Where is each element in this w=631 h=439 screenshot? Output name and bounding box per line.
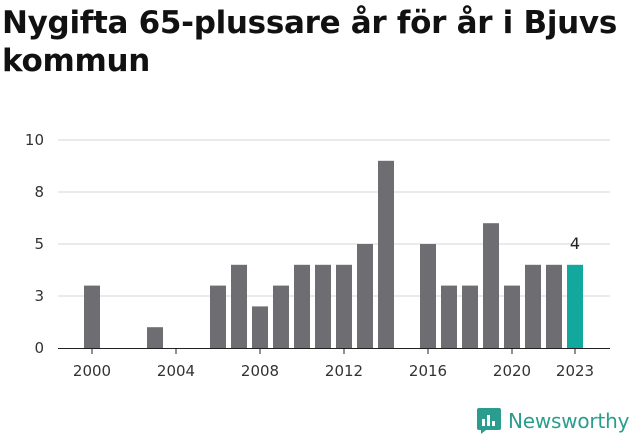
bar-2021 [525,264,541,348]
bar-2022 [546,264,562,348]
y-tick-label: 10 [25,131,44,149]
bar-2000 [84,285,100,348]
x-tick-label: 2023 [556,362,594,380]
bar-2010 [294,264,310,348]
x-tick-label: 2020 [493,362,531,380]
bar-2023 [567,264,583,348]
x-tick-label: 2004 [157,362,195,380]
bar-2013 [357,244,373,348]
y-tick-label: 3 [34,287,44,305]
y-tick-label: 5 [34,235,44,253]
y-tick-label: 0 [34,339,44,357]
bar-2019 [483,223,499,348]
x-tick-label: 2016 [409,362,447,380]
bar-2018 [462,285,478,348]
newsworthy-logo-icon [477,408,501,434]
bar-2003 [147,327,163,348]
chart-axis [58,348,610,354]
x-tick-label: 2000 [73,362,111,380]
bar-2020 [504,285,520,348]
data-label-2023: 4 [570,234,580,253]
chart-bars [84,160,583,348]
bar-2008 [252,306,268,348]
x-tick-label: 2008 [241,362,279,380]
x-tick-label: 2012 [325,362,363,380]
y-tick-label: 8 [34,183,44,201]
bar-2009 [273,285,289,348]
bar-2006 [210,285,226,348]
bar-2011 [315,264,331,348]
page-title: Nygifta 65-plussare år för år i Bjuvs ko… [2,5,617,79]
bar-2016 [420,244,436,348]
bar-2014 [378,160,394,348]
brand-logo[interactable]: Newsworthy [476,407,629,435]
bar-2007 [231,264,247,348]
brand-name: Newsworthy [508,409,630,433]
bar-2012 [336,264,352,348]
bar-2017 [441,285,457,348]
chart-labels: 0 3 5 8 10 4 2000 2004 2008 2012 2016 2020 2023 [25,131,594,380]
